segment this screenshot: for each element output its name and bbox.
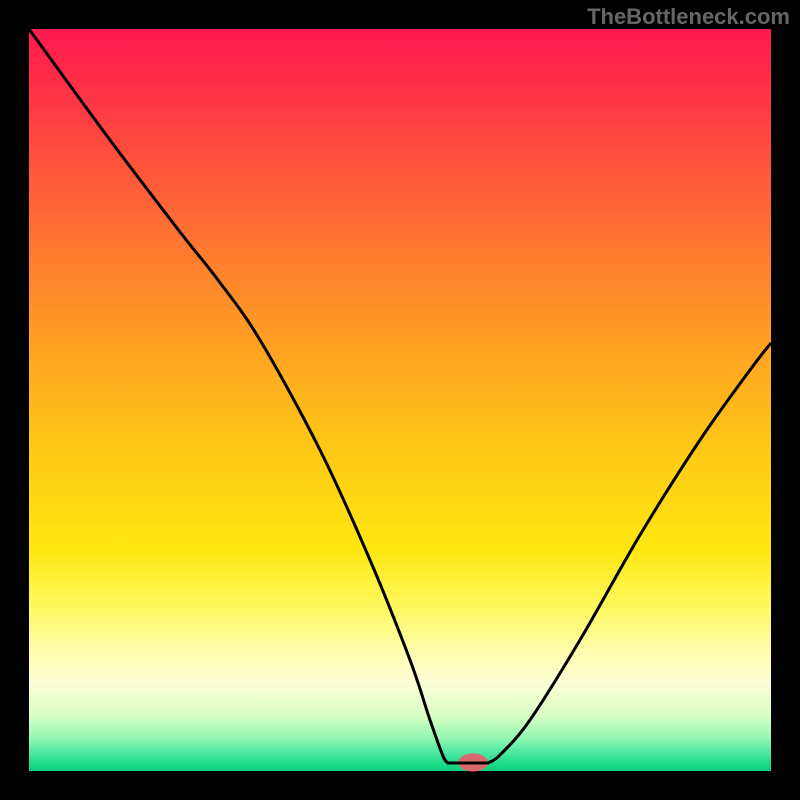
plot-background (29, 29, 771, 771)
watermark-text: TheBottleneck.com (587, 4, 790, 30)
bottleneck-chart (0, 0, 800, 800)
chart-container: TheBottleneck.com (0, 0, 800, 800)
